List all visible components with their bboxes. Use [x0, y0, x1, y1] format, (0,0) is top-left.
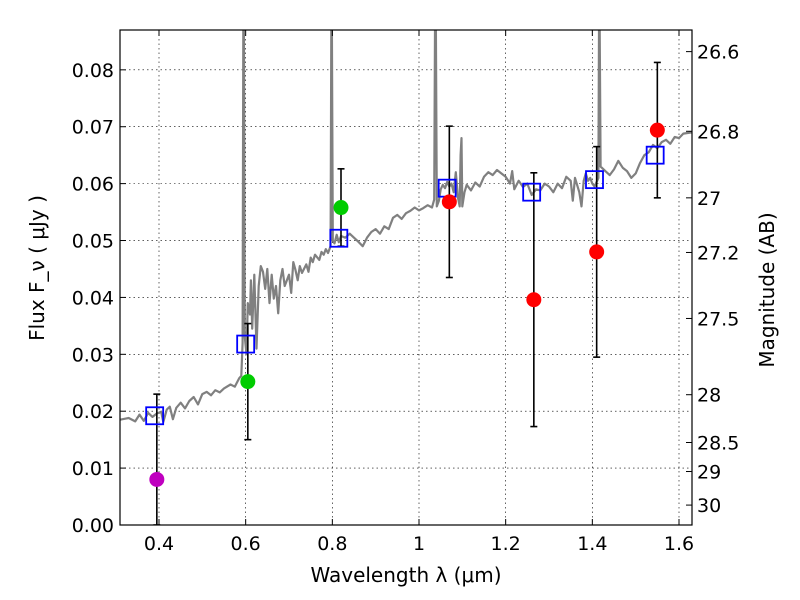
model-point: [645, 145, 665, 165]
spectrum-layer: [120, 30, 692, 424]
observed-point: [441, 194, 457, 210]
observed-photometry-layer: [149, 122, 665, 487]
model-point: [329, 228, 349, 248]
y-tick-label: 0.06: [72, 174, 114, 196]
magnitude-tick-label: 26.8: [697, 121, 739, 143]
y-tick-label: 0.04: [72, 287, 114, 309]
magnitude-axis-title: Magnitude (AB): [755, 212, 779, 367]
x-tick-label: 1.2: [491, 533, 521, 555]
y-tick-label: 0.05: [72, 231, 114, 253]
magnitude-tick-label: 29: [697, 462, 721, 484]
observed-point: [526, 292, 542, 308]
magnitude-tick-label: 28: [697, 385, 721, 407]
x-axis-title: Wavelength λ (μm): [310, 563, 501, 587]
magnitude-tick-label: 27: [697, 188, 721, 210]
magnitude-tick-label: 28.5: [697, 433, 739, 455]
magnitude-tick-label: 26.6: [697, 42, 739, 64]
x-tick-label: 1: [413, 533, 425, 555]
observed-point: [240, 374, 256, 390]
y-axis-ticks: 0.00 0.01 0.02 0.03 0.04 0.05 0.06 0.07 0.08: [72, 60, 126, 537]
spectrum-line: [120, 30, 692, 424]
y-axis-title: Flux F_ν ( μJy ): [25, 195, 49, 341]
observed-point: [649, 122, 665, 138]
y-tick-label: 0.07: [72, 117, 114, 139]
y-tick-label: 0.02: [72, 401, 114, 423]
x-tick-label: 0.4: [144, 533, 174, 555]
model-point: [236, 334, 256, 354]
x-tick-label: 1.6: [664, 533, 694, 555]
model-photometry-layer: [145, 145, 665, 426]
model-point: [585, 170, 604, 190]
y-tick-label: 0.03: [72, 344, 114, 366]
x-tick-label: 0.8: [317, 533, 347, 555]
magnitude-tick-label: 27.2: [697, 242, 739, 264]
observed-point: [149, 471, 165, 487]
model-point: [522, 182, 542, 202]
plot-frame: [119, 29, 693, 526]
x-axis-ticks: 0.4 0.6 0.8 1 1.2 1.4 1.6: [144, 30, 694, 555]
magnitude-axis-ticks: 26.6 26.8 27 27.2 27.5 28 28.5 29 30: [686, 42, 739, 517]
observed-point: [589, 244, 605, 260]
grid-lines: [120, 30, 692, 525]
error-bar-layer: [153, 61, 661, 525]
model-point: [145, 406, 165, 426]
magnitude-tick-label: 27.5: [697, 308, 739, 330]
y-tick-label: 0.00: [72, 515, 114, 537]
x-tick-label: 1.4: [577, 533, 607, 555]
y-tick-label: 0.01: [72, 458, 114, 480]
y-tick-label: 0.08: [72, 60, 114, 82]
x-tick-label: 0.6: [231, 533, 261, 555]
observed-point: [333, 200, 349, 216]
magnitude-tick-label: 30: [697, 495, 721, 517]
